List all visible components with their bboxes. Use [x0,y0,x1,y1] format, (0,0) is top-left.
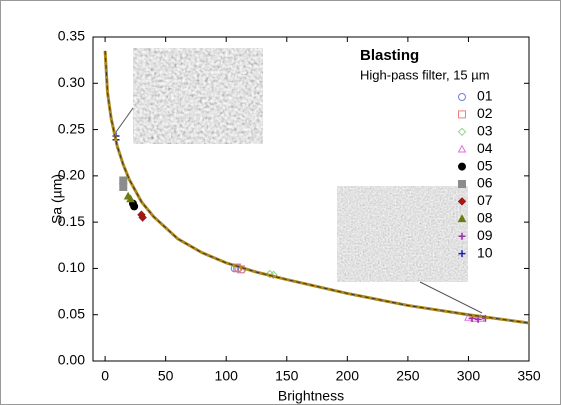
legend-label: 07 [477,192,493,208]
legend-label: 04 [477,140,493,156]
arrow [115,107,134,133]
y-tick-label: 0.30 [58,74,85,90]
legend-marker [458,110,466,119]
legend-title: Blasting [360,47,419,64]
legend-marker [457,144,467,153]
legend-subtitle: High-pass filter, 15 µm [360,67,490,82]
point [464,312,473,321]
legend-label: 02 [477,105,493,121]
x-tick-label: 100 [215,368,239,384]
legend-label: 08 [477,210,493,226]
point [138,213,147,222]
y-tick-label: 0.25 [58,120,85,136]
plot-frame [92,36,530,362]
y-tick-label: 0.10 [58,259,85,275]
point [130,202,139,211]
x-axis-label: Brightness [278,388,344,404]
y-tick-label: 0.35 [58,28,85,44]
inset-image [337,186,468,282]
legend-marker [458,232,466,240]
fit-line-dash [104,50,530,324]
x-tick-label: 150 [275,368,299,384]
x-tick-label: 250 [396,368,420,384]
legend-marker [457,197,467,206]
y-tick-label: 0.05 [58,305,85,321]
inset-image [133,48,263,144]
point [119,182,128,191]
x-tick-label: 50 [158,368,174,384]
legend-marker [457,214,467,223]
x-tick-label: 300 [457,368,481,384]
legend-label: 06 [477,175,493,191]
legend-label: 10 [477,244,493,260]
legend-label: 05 [477,157,493,173]
point [126,194,135,203]
arrow [419,281,483,314]
x-tick-label: 200 [336,368,360,384]
y-tick-label: 0.00 [58,352,85,368]
legend-marker [458,250,466,258]
legend-marker [458,180,466,188]
x-tick-label: 0 [101,368,109,384]
legend-label: 01 [477,88,493,104]
y-tick-label: 0.20 [58,167,85,183]
point [119,176,128,185]
legend-marker [458,93,466,101]
point [269,270,278,280]
legend-marker [458,162,466,171]
legend-label: 09 [477,227,493,243]
x-tick-label: 350 [517,368,541,384]
legend-label: 03 [477,123,493,139]
y-axis-label: Sa (µm) [49,174,65,224]
legend-marker [457,127,467,137]
y-tick-label: 0.15 [58,213,85,229]
